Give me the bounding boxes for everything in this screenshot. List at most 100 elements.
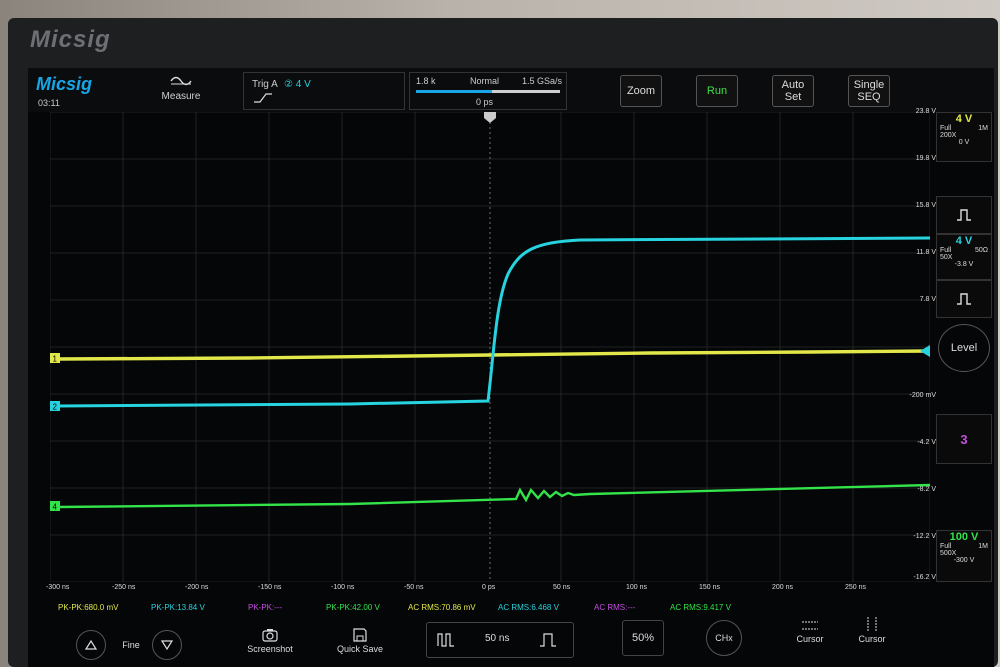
trigger-label: Trig A	[252, 79, 278, 90]
time-tick: 150 ns	[699, 584, 721, 591]
ch2-bw: Full	[940, 247, 952, 254]
time-tick: 50 ns	[553, 584, 571, 591]
measure-button[interactable]: Measure	[153, 74, 209, 102]
level-label: Level	[950, 342, 978, 354]
axis-label: 11.8 V	[916, 249, 936, 256]
time-tick: -200 ns	[185, 584, 209, 591]
trigger-50-percent-button[interactable]: 50%	[622, 620, 664, 656]
ch1-scale: 4 V	[955, 113, 973, 125]
channel-1-trace	[57, 349, 930, 361]
channel-2-info[interactable]: 4 V Full 50Ω 50X -3.8 V	[936, 234, 992, 280]
ch1-probe: 200X	[940, 132, 957, 139]
waveform-display[interactable]: 1 2 4	[50, 112, 930, 582]
horizontal-offset: 0 ps	[476, 97, 494, 107]
cursor-label-1: Cursor	[796, 634, 824, 644]
screenshot-button[interactable]: Screenshot	[238, 628, 302, 654]
memory-bar	[416, 90, 560, 93]
acquire-mode: Normal	[470, 76, 500, 86]
memory-depth: 1.8 k	[416, 76, 436, 86]
square-wave-icon	[957, 293, 971, 305]
ch4-impedance: 1M	[978, 543, 988, 550]
channel-2-marker[interactable]: 2	[50, 401, 60, 412]
axis-label: 19.8 V	[915, 155, 936, 162]
square-wave-icon	[957, 209, 971, 221]
measurement-ch4-acrms: AC RMS:9.417 V	[670, 603, 731, 612]
measurement-ch2-acrms: AC RMS:6.468 V	[498, 603, 559, 612]
horizontal-cursor-icon	[802, 621, 818, 630]
screen-logo: Micsig	[36, 74, 93, 94]
axis-label: 7.8 V	[919, 296, 936, 303]
channel-4-trace	[57, 483, 930, 509]
horizontal-cursor-button[interactable]: Cursor	[788, 620, 832, 644]
ch4-probe: 500X	[940, 550, 957, 557]
time-tick: -150 ns	[258, 584, 282, 591]
ch2-coupling-button[interactable]	[936, 280, 992, 318]
measurement-ch4-pkpk: PK-PK:42.00 V	[326, 603, 380, 612]
compress-wave-icon	[437, 633, 454, 647]
trigger-level-marker[interactable]	[920, 345, 930, 357]
channel-4-info[interactable]: 100 V Full 1M 500X -300 V	[936, 530, 992, 582]
vertical-cursor-icon	[867, 617, 877, 631]
ch2-probe: 50X	[940, 254, 953, 261]
memory-bar-fill	[416, 90, 492, 93]
channel-4-marker[interactable]: 4	[50, 501, 60, 512]
axis-label: -8.2 V	[917, 486, 936, 493]
right-axis: 23.8 V 19.8 V 15.8 V 11.8 V 7.8 V -200 m…	[888, 108, 936, 588]
ch4-scale: 100 V	[949, 531, 979, 543]
ch2-impedance: 50Ω	[974, 247, 988, 254]
timebase-control[interactable]: 50 ns	[426, 622, 574, 658]
expand-wave-icon	[540, 633, 556, 647]
time-tick: 250 ns	[845, 584, 867, 591]
measurement-ch3-pkpk: PK-PK:---	[248, 603, 283, 612]
time-tick: 200 ns	[772, 584, 794, 591]
trigger-level-button[interactable]: Level	[938, 324, 990, 372]
axis-label: 23.8 V	[915, 108, 936, 115]
measurement-ch1-acrms: AC RMS:70.86 mV	[408, 603, 476, 612]
vertical-cursor-button[interactable]: Cursor	[850, 616, 894, 644]
single-seq-button[interactable]: Single SEQ	[848, 75, 890, 107]
camera-icon	[262, 629, 278, 642]
measurement-ch2-pkpk: PK-PK:13.84 V	[151, 603, 205, 612]
fine-up-button[interactable]	[76, 630, 106, 660]
time-tick: -250 ns	[112, 584, 136, 591]
axis-label: -200 mV	[909, 392, 936, 399]
percent-label: 50%	[631, 632, 655, 644]
fine-label: Fine	[122, 640, 140, 650]
run-button[interactable]: Run	[696, 75, 738, 107]
time-tick: -100 ns	[331, 584, 355, 591]
channel-2-marker-label: 2	[53, 403, 58, 412]
ch3-label: 3	[960, 431, 968, 447]
channel-1-info[interactable]: 4 V Full 1M 200X 0 V	[936, 112, 992, 162]
trigger-info: Trig A ② 4 V	[252, 79, 311, 90]
measure-icon	[153, 74, 209, 91]
auto-set-button[interactable]: Auto Set	[772, 75, 814, 107]
triangle-up-icon	[85, 640, 97, 650]
device-brand: Micsig	[30, 26, 111, 53]
time-axis: -300 ns -250 ns -200 ns -150 ns -100 ns …	[46, 584, 930, 594]
axis-label: 15.8 V	[915, 202, 936, 209]
save-disk-icon	[353, 628, 367, 642]
cursor-label-2: Cursor	[858, 634, 886, 644]
measurement-ch3-acrms: AC RMS:---	[594, 603, 636, 612]
channel-3-button[interactable]: 3	[936, 414, 992, 464]
oscilloscope-screen: Micsig 03:11 Measure Trig A ② 4 V 1.8 k …	[28, 68, 994, 667]
zoom-button[interactable]: Zoom	[620, 75, 662, 107]
clock: 03:11	[38, 98, 60, 108]
trigger-position-marker[interactable]	[484, 112, 496, 123]
channel-1-marker-label: 1	[53, 355, 58, 364]
fine-down-button[interactable]	[152, 630, 182, 660]
ch1-coupling-button[interactable]	[936, 196, 992, 234]
chx-button[interactable]: CHx	[706, 620, 742, 656]
time-tick: -300 ns	[46, 584, 70, 591]
ch2-offset: -3.8 V	[954, 261, 974, 268]
trigger-panel[interactable]: Trig A ② 4 V	[243, 72, 405, 110]
quick-save-button[interactable]: Quick Save	[328, 628, 392, 654]
channel-1-marker[interactable]: 1	[50, 353, 60, 364]
channel-2-trace	[57, 236, 930, 408]
time-tick: -50 ns	[404, 584, 424, 591]
measurement-bar[interactable]: PK-PK:680.0 mV PK-PK:13.84 V PK-PK:--- P…	[28, 593, 994, 613]
top-toolbar: Micsig 03:11 Measure Trig A ② 4 V 1.8 k …	[28, 68, 994, 112]
ch1-impedance: 1M	[978, 125, 988, 132]
timebase-panel[interactable]: 1.8 k Normal 1.5 GSa/s 0 ps	[409, 72, 567, 110]
measure-label: Measure	[161, 91, 201, 102]
